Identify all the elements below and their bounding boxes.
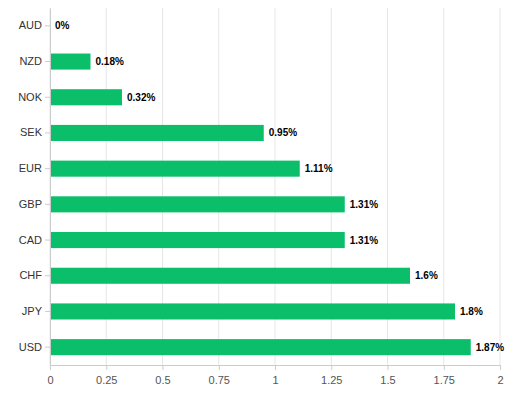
y-tick-label: NZD xyxy=(19,55,42,67)
x-tick: 2 xyxy=(497,365,503,386)
y-tick-mark xyxy=(45,347,50,348)
x-tick: 1 xyxy=(272,365,278,386)
x-tick-mark xyxy=(163,365,164,370)
bar xyxy=(50,303,455,319)
data-labels: 0% 0.18% 0.32% 0.95% 1.11% 1.31% 1.31% 1.6% 1.8%… xyxy=(55,20,504,352)
y-tick-mark xyxy=(45,311,50,312)
x-tick-mark xyxy=(388,365,389,370)
y-tick-mark xyxy=(45,240,50,241)
data-label: 0.95% xyxy=(269,127,297,138)
x-tick-mark xyxy=(500,365,501,370)
x-tick-label: 1.25 xyxy=(321,374,342,386)
x-axis: 0 0.25 0.5 0.75 1 1.25 1.5 1.75 2 xyxy=(47,365,503,386)
y-tick-label: NOK xyxy=(18,91,43,103)
grid xyxy=(50,8,500,365)
y-tick-mark xyxy=(45,97,50,98)
bar xyxy=(50,339,471,355)
x-tick-label: 2 xyxy=(497,374,503,386)
y-tick: JPY xyxy=(22,305,50,317)
x-tick-label: 0.75 xyxy=(209,374,230,386)
plot: 0 0.25 0.5 0.75 1 1.25 1.5 1.75 2 AUD NZD NOK SEK EUR… xyxy=(18,8,504,386)
bar xyxy=(50,232,345,248)
y-tick-label: AUD xyxy=(19,19,42,31)
bar xyxy=(50,54,91,70)
data-label: 0.18% xyxy=(96,56,124,67)
bar xyxy=(50,268,410,284)
bar xyxy=(50,196,345,212)
y-tick-label: CAD xyxy=(19,234,42,246)
y-tick-mark xyxy=(45,25,50,26)
y-tick-mark xyxy=(45,204,50,205)
x-tick: 0.5 xyxy=(155,365,170,386)
y-tick-label: GBP xyxy=(19,198,42,210)
y-tick: GBP xyxy=(19,198,50,210)
y-tick-label: USD xyxy=(19,341,42,353)
y-tick: CAD xyxy=(19,234,50,246)
y-tick: AUD xyxy=(19,19,50,31)
y-tick-label: SEK xyxy=(20,126,43,138)
x-tick-mark xyxy=(444,365,445,370)
x-tick: 1.25 xyxy=(321,365,342,386)
x-tick-label: 1 xyxy=(272,374,278,386)
x-tick: 1.75 xyxy=(434,365,455,386)
bar xyxy=(50,89,122,105)
bar xyxy=(50,125,264,141)
y-tick: CHF xyxy=(19,269,50,281)
chart: 0 0.25 0.5 0.75 1 1.25 1.5 1.75 2 AUD NZD NOK SEK EUR… xyxy=(0,0,516,403)
y-tick-mark xyxy=(45,132,50,133)
data-label: 1.31% xyxy=(350,199,378,210)
data-label: 1.31% xyxy=(350,235,378,246)
y-tick-mark xyxy=(45,61,50,62)
x-tick: 0.25 xyxy=(96,365,117,386)
y-tick: SEK xyxy=(20,126,50,138)
x-tick-mark xyxy=(106,365,107,370)
y-tick: EUR xyxy=(19,162,50,174)
data-label: 1.11% xyxy=(305,163,333,174)
data-label: 0.32% xyxy=(127,92,155,103)
data-label: 1.87% xyxy=(476,342,504,353)
x-tick-label: 1.5 xyxy=(380,374,395,386)
data-label: 0% xyxy=(55,20,70,31)
y-tick-label: EUR xyxy=(19,162,42,174)
y-tick: NOK xyxy=(18,91,50,103)
y-axis-line xyxy=(50,9,51,366)
x-tick-label: 1.75 xyxy=(434,374,455,386)
x-tick-mark xyxy=(331,365,332,370)
bars xyxy=(50,54,471,356)
y-tick-label: JPY xyxy=(22,305,43,317)
x-tick-mark xyxy=(219,365,220,370)
x-tick-mark xyxy=(50,365,51,370)
grid-line xyxy=(500,8,501,365)
y-tick: USD xyxy=(19,341,50,353)
y-tick: NZD xyxy=(19,55,50,67)
x-tick: 1.5 xyxy=(380,365,395,386)
bar xyxy=(50,161,300,177)
y-tick-mark xyxy=(45,168,50,169)
x-tick: 0 xyxy=(47,365,53,386)
x-tick-mark xyxy=(275,365,276,370)
data-label: 1.6% xyxy=(415,270,438,281)
data-label: 1.8% xyxy=(460,306,483,317)
x-tick-label: 0 xyxy=(47,374,53,386)
x-tick-label: 0.5 xyxy=(155,374,170,386)
y-tick-label: CHF xyxy=(19,269,42,281)
y-axis: AUD NZD NOK SEK EUR GBP CAD CHF JPY USD xyxy=(18,9,50,366)
y-tick-mark xyxy=(45,275,50,276)
x-tick: 0.75 xyxy=(209,365,230,386)
x-tick-label: 0.25 xyxy=(96,374,117,386)
